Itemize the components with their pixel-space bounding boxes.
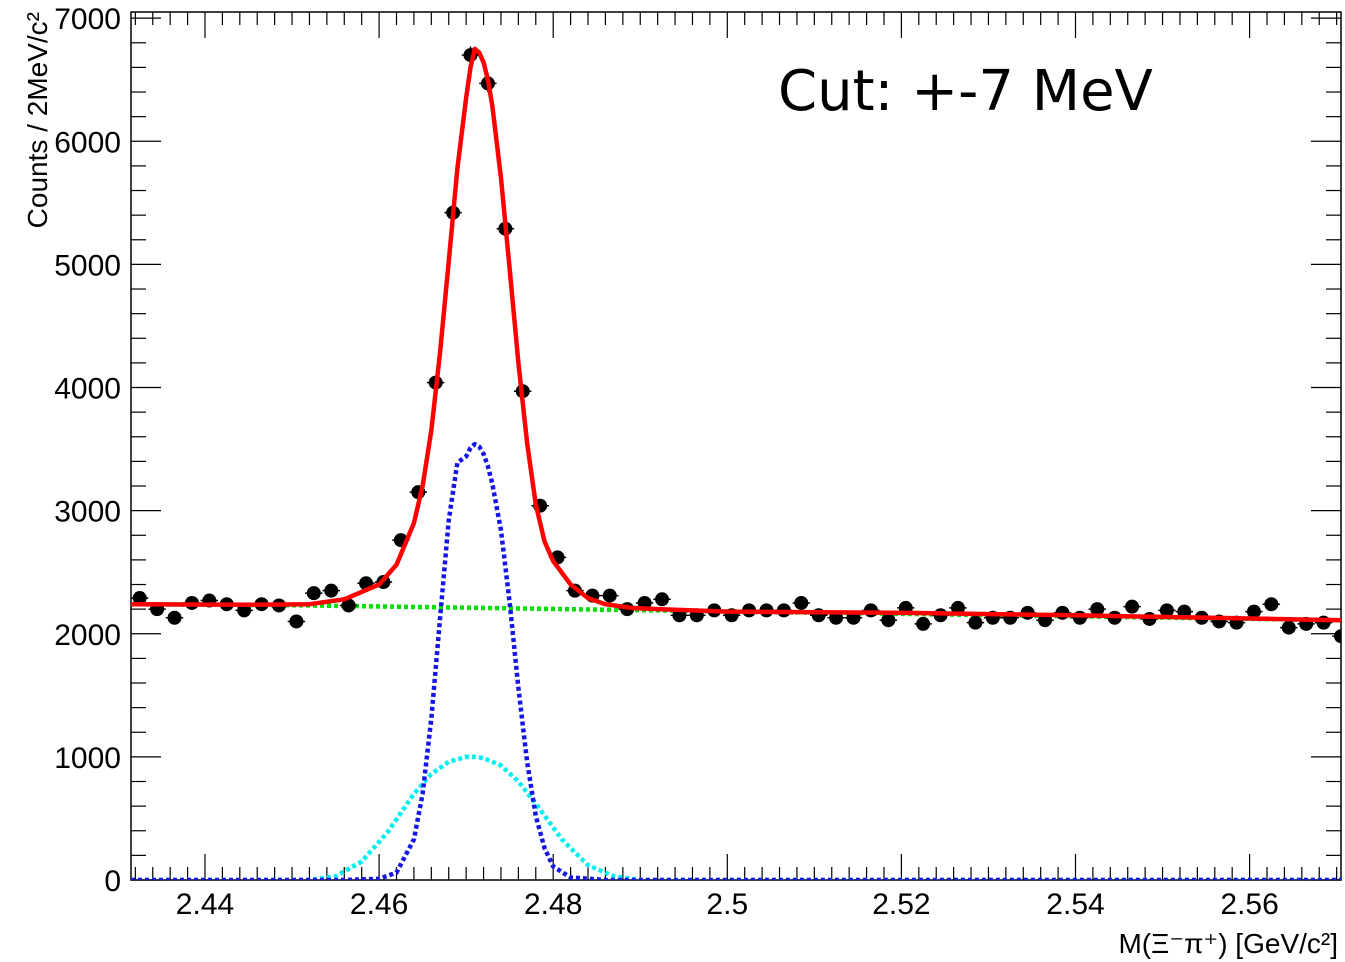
y-tick-label: 3000 [54, 496, 121, 529]
y-tick-label: 0 [104, 865, 121, 898]
data-point [966, 615, 985, 630]
x-tick-label: 2.56 [1220, 888, 1278, 921]
data-point [914, 616, 932, 631]
fit-component-curve [131, 441, 1341, 880]
x-tick-label: 2.48 [524, 888, 582, 921]
cut-annotation: Cut: +-7 MeV [778, 59, 1153, 124]
data-point [287, 614, 306, 629]
data-point [1071, 610, 1089, 625]
total-fit-curve [131, 46, 1341, 623]
data-point [1158, 603, 1176, 618]
tick-labels: 2.44 2.46 2.48 2.5 2.52 2.54 2.56 0 1000 2000 3000… [54, 3, 1279, 921]
data-point [1245, 604, 1263, 619]
data-point [879, 613, 898, 628]
data-point [792, 595, 810, 610]
x-tick-label: 2.44 [176, 888, 234, 921]
y-tick-label: 1000 [54, 742, 121, 775]
data-point [1088, 602, 1106, 617]
data-point [1262, 597, 1281, 612]
plot-frame [130, 11, 1342, 881]
data-point [322, 583, 340, 598]
data-point [1332, 629, 1341, 644]
data-point [601, 588, 619, 603]
x-tick-label: 2.5 [706, 888, 748, 921]
series-layer [131, 46, 1341, 880]
data-point [653, 592, 671, 607]
y-tick-label: 4000 [54, 373, 121, 406]
data-point [131, 591, 149, 606]
x-axis-title: M(Ξ⁻π⁺) [GeV/c²] [1118, 928, 1338, 959]
x-tick-label: 2.54 [1046, 888, 1104, 921]
y-tick-label: 5000 [54, 249, 121, 282]
data-point [339, 598, 358, 613]
axis-ticks [131, 12, 1341, 881]
y-tick-label: 7000 [54, 3, 121, 36]
data-point [305, 586, 323, 601]
y-tick-label: 6000 [54, 126, 121, 159]
fit-component-curve [131, 754, 1341, 880]
data-point [1123, 599, 1141, 614]
x-tick-label: 2.46 [350, 888, 408, 921]
x-tick-label: 2.52 [872, 888, 930, 921]
data-point [1280, 620, 1298, 635]
y-tick-label: 2000 [54, 619, 121, 652]
data-point [165, 610, 184, 625]
y-axis-title: Counts / 2MeV/c² [22, 12, 53, 228]
